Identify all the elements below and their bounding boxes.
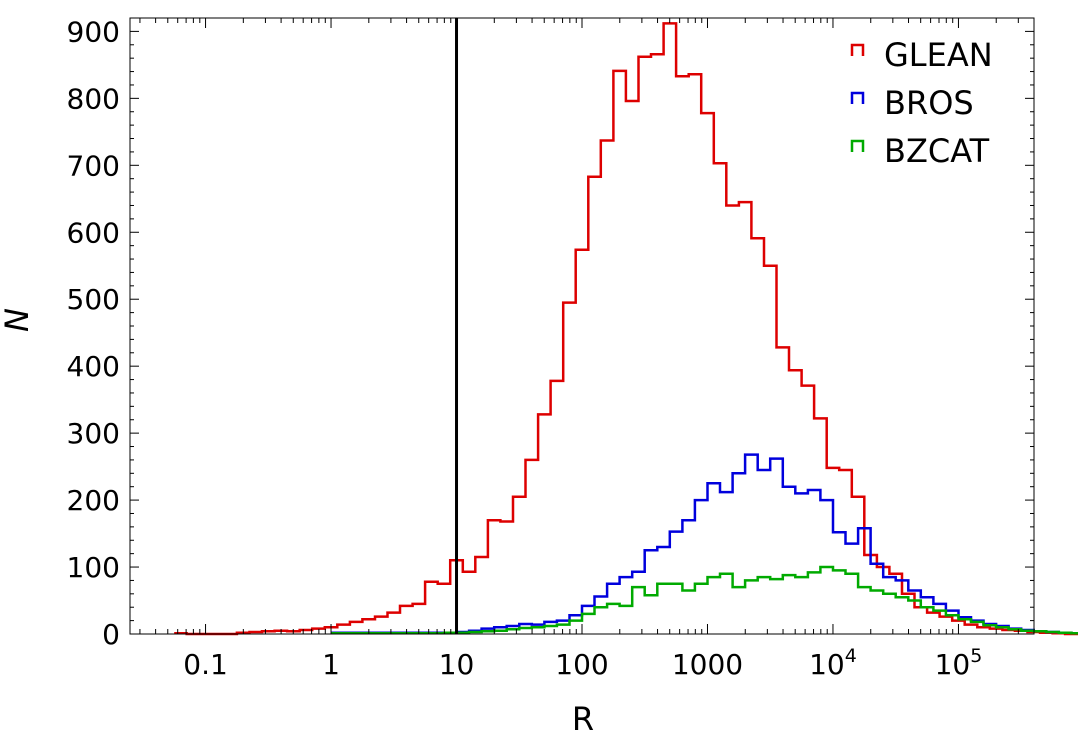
y-tick-label: 200	[67, 484, 120, 517]
y-axis-title: N	[0, 308, 36, 332]
y-tick-label: 500	[67, 283, 120, 316]
legend-swatch-glean	[850, 43, 865, 56]
legend-label-bros: BROS	[884, 84, 974, 122]
series-line-glean	[174, 22, 1078, 636]
x-tick-label: 1	[322, 648, 340, 681]
x-tick-label: 100	[555, 648, 608, 681]
x-tick-exponent: 5	[970, 645, 982, 667]
y-tick-label: 100	[67, 551, 120, 584]
x-tick-label: 0.1	[183, 648, 228, 681]
x-tick-label: 10	[439, 648, 475, 681]
legend-swatch-bzcat	[850, 139, 865, 152]
y-tick-label: 0	[102, 618, 120, 651]
legend-label-glean: GLEAN	[884, 36, 993, 74]
x-tick-exponent: 4	[845, 645, 857, 667]
y-tick-label: 900	[67, 15, 120, 48]
series-line-bzcat	[331, 565, 1078, 635]
y-tick-label: 600	[67, 216, 120, 249]
legend: GLEAN BROS BZCAT	[850, 36, 993, 170]
x-tick-label: 105	[935, 645, 983, 681]
y-tick-label: 700	[67, 149, 120, 182]
y-tick-label: 300	[67, 417, 120, 450]
y-tick-label: 400	[67, 350, 120, 383]
series-line-bros	[331, 453, 1078, 635]
series-layer	[174, 22, 1078, 636]
legend-label-bzcat: BZCAT	[884, 132, 990, 170]
legend-swatch-bros	[850, 91, 865, 104]
ticks-layer: 0 100 200 300 400 500 600 700 800 900 0.1 1 10 100 100…	[67, 15, 1034, 681]
x-tick-label: 104	[809, 645, 857, 681]
x-axis-title: R	[572, 700, 594, 737]
x-tick-label: 1000	[672, 648, 743, 681]
y-tick-label: 800	[67, 82, 120, 115]
